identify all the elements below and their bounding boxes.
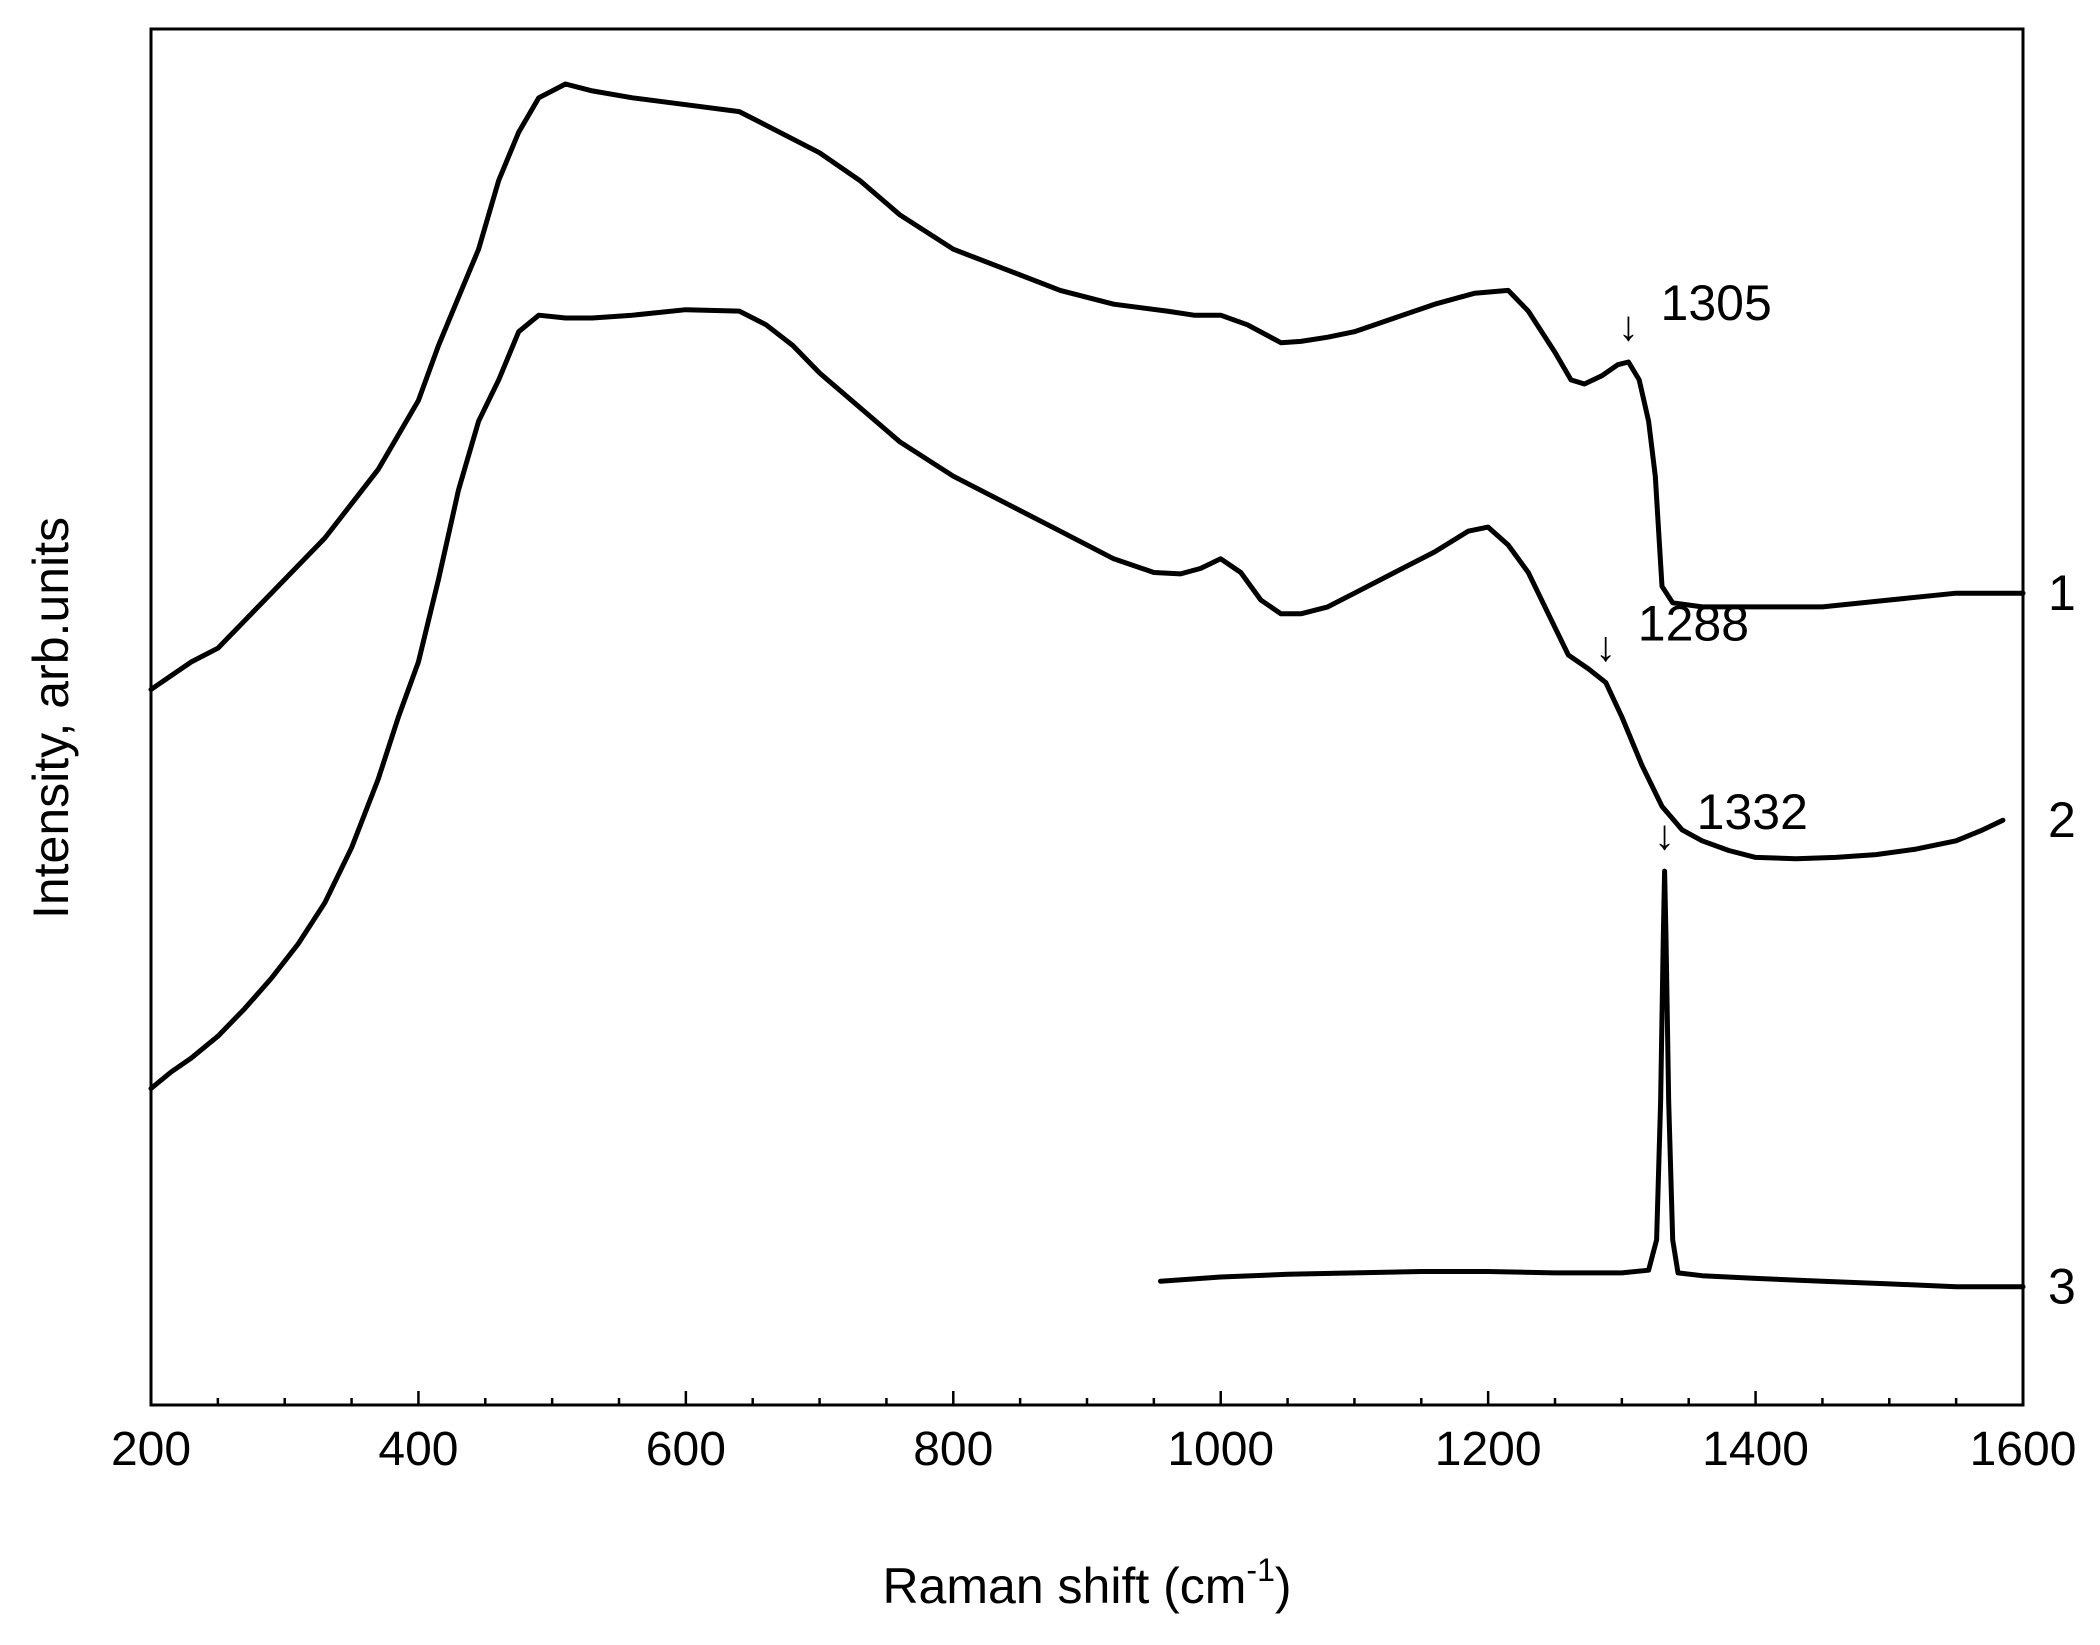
peak-label-1288: 1288 <box>1638 596 1749 652</box>
peak-arrow: ↓ <box>1654 811 1675 858</box>
series-line-2 <box>148 307 2006 1091</box>
peak-arrow: ↓ <box>1618 302 1639 349</box>
x-axis-label-sup: -1 <box>1246 1552 1274 1588</box>
series-line-1 <box>148 81 2026 692</box>
plot-frame <box>149 27 2025 1407</box>
x-tick-label: 1400 <box>1702 1423 1809 1476</box>
peak-annotations: ↓ 1305 ↓ 1288 ↓ 1332 <box>1595 275 1808 858</box>
x-tick-label: 400 <box>378 1423 458 1476</box>
peak-label-1332: 1332 <box>1697 784 1808 840</box>
peak-arrow: ↓ <box>1595 623 1616 670</box>
x-tick-label: 1000 <box>1167 1423 1274 1476</box>
x-axis-label-main: Raman shift (cm <box>882 1558 1246 1614</box>
x-tick-label: 1600 <box>1970 1423 2077 1476</box>
x-tick-label: 200 <box>111 1423 191 1476</box>
series-label-1: 1 <box>2048 565 2076 621</box>
series-label-2: 2 <box>2048 792 2076 848</box>
peak-label-1305: 1305 <box>1661 275 1772 331</box>
x-axis-label: Raman shift (cm-1) <box>882 1552 1291 1614</box>
x-axis-tick-labels: 200 400 600 800 1000 1200 1400 1600 <box>111 1423 2076 1476</box>
x-tick-label: 800 <box>913 1423 993 1476</box>
series-line-3 <box>1158 868 2026 1290</box>
series-labels: 1 2 3 <box>2048 565 2076 1315</box>
series-layer <box>148 81 2026 1290</box>
x-tick-label: 1200 <box>1435 1423 1542 1476</box>
series-label-3: 3 <box>2048 1259 2076 1315</box>
x-axis-ticks <box>149 1391 2025 1405</box>
x-tick-label: 600 <box>646 1423 726 1476</box>
y-axis-label: Intensity, arb.units <box>23 517 79 919</box>
x-axis-label-close: ) <box>1275 1558 1292 1614</box>
